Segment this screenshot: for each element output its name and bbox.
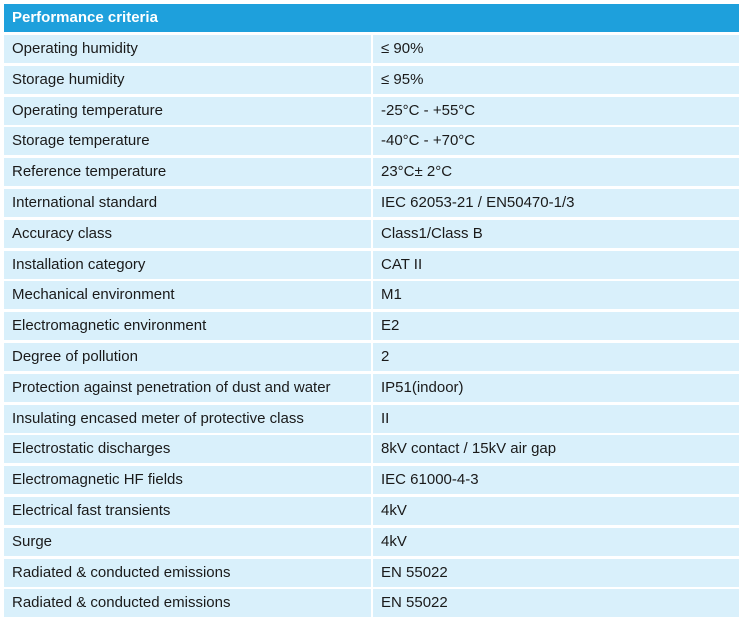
row-label: Degree of pollution xyxy=(4,342,371,371)
row-value: E2 xyxy=(373,312,739,341)
row-label: Electromagnetic environment xyxy=(4,312,371,341)
row-value: II xyxy=(373,404,739,433)
row-label: Installation category xyxy=(4,250,371,279)
table-row: Degree of pollution 2 xyxy=(4,342,739,371)
table-row: Insulating encased meter of protective c… xyxy=(4,404,739,433)
row-label: Storage temperature xyxy=(4,127,371,156)
row-value: -40°C - +70°C xyxy=(373,127,739,156)
row-value: 4kV xyxy=(373,527,739,556)
table-row: Storage humidity ≤ 95% xyxy=(4,65,739,94)
row-value: M1 xyxy=(373,281,739,310)
table-row: Mechanical environment M1 xyxy=(4,281,739,310)
table-row: Radiated & conducted emissions EN 55022 xyxy=(4,558,739,587)
table-row: Electrical fast transients 4kV xyxy=(4,496,739,525)
row-label: Electromagnetic HF fields xyxy=(4,466,371,495)
row-label: Storage humidity xyxy=(4,65,371,94)
row-label: Reference temperature xyxy=(4,158,371,187)
table-row: Storage temperature -40°C - +70°C xyxy=(4,127,739,156)
row-value: Class1/Class B xyxy=(373,219,739,248)
row-value: IEC 61000-4-3 xyxy=(373,466,739,495)
row-value: ≤ 90% xyxy=(373,35,739,63)
row-value: 8kV contact / 15kV air gap xyxy=(373,435,739,464)
row-value: EN 55022 xyxy=(373,589,739,618)
row-label: Radiated & conducted emissions xyxy=(4,558,371,587)
table-header: Performance criteria xyxy=(4,4,739,32)
table-row: Accuracy class Class1/Class B xyxy=(4,219,739,248)
table-row: Installation category CAT II xyxy=(4,250,739,279)
row-label: Operating humidity xyxy=(4,35,371,63)
row-label: Electrical fast transients xyxy=(4,496,371,525)
table-row: Operating humidity ≤ 90% xyxy=(4,35,739,63)
table-row: Operating temperature -25°C - +55°C xyxy=(4,96,739,125)
row-label: International standard xyxy=(4,188,371,217)
row-value: 4kV xyxy=(373,496,739,525)
table-row: Electrostatic discharges 8kV contact / 1… xyxy=(4,435,739,464)
table-row: Reference temperature 23°C± 2°C xyxy=(4,158,739,187)
row-label: Surge xyxy=(4,527,371,556)
row-value: CAT II xyxy=(373,250,739,279)
table-row: Electromagnetic HF fields IEC 61000-4-3 xyxy=(4,466,739,495)
row-label: Insulating encased meter of protective c… xyxy=(4,404,371,433)
row-value: IP51(indoor) xyxy=(373,373,739,402)
row-value: 23°C± 2°C xyxy=(373,158,739,187)
row-label: Protection against penetration of dust a… xyxy=(4,373,371,402)
row-label: Radiated & conducted emissions xyxy=(4,589,371,618)
row-label: Accuracy class xyxy=(4,219,371,248)
row-label: Operating temperature xyxy=(4,96,371,125)
table-row: Radiated & conducted emissions EN 55022 xyxy=(4,589,739,618)
row-value: -25°C - +55°C xyxy=(373,96,739,125)
table-row: Protection against penetration of dust a… xyxy=(4,373,739,402)
row-value: 2 xyxy=(373,342,739,371)
table-row: International standard IEC 62053-21 / EN… xyxy=(4,188,739,217)
row-value: ≤ 95% xyxy=(373,65,739,94)
row-label: Electrostatic discharges xyxy=(4,435,371,464)
row-value: IEC 62053-21 / EN50470-1/3 xyxy=(373,188,739,217)
table-row: Electromagnetic environment E2 xyxy=(4,312,739,341)
performance-criteria-table: Performance criteria Operating humidity … xyxy=(4,4,739,620)
table-row: Surge 4kV xyxy=(4,527,739,556)
row-value: EN 55022 xyxy=(373,558,739,587)
row-label: Mechanical environment xyxy=(4,281,371,310)
